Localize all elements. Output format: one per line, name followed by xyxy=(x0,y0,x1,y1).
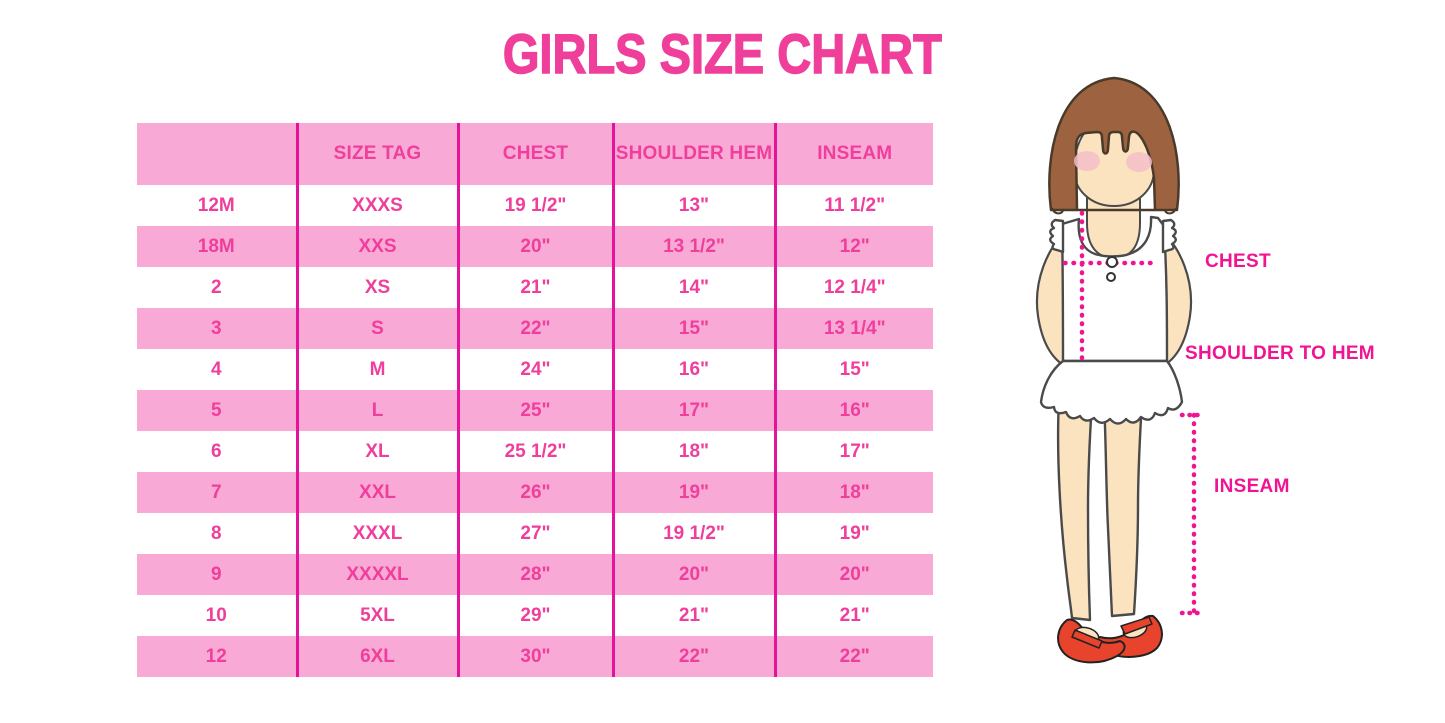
table-row: 12M XXXS 19 1/2" 13" 11 1/2" xyxy=(137,185,933,226)
table-cell: 3 xyxy=(137,308,297,349)
page-title: GIRLS SIZE CHART xyxy=(502,22,943,85)
page-title-wrap: GIRLS SIZE CHART xyxy=(0,22,1445,85)
girl-shoulder-ruffle-left xyxy=(1049,218,1065,254)
shoulder-to-hem-label: SHOULDER TO HEM xyxy=(1185,343,1375,364)
table-row: 8 XXXL 27" 19 1/2" 19" xyxy=(137,513,933,554)
header-cell-size xyxy=(137,123,297,185)
table-cell: 13 1/4" xyxy=(773,308,933,349)
shirt-buttons xyxy=(1106,256,1118,282)
table-row: 12 6XL 30" 22" 22" xyxy=(137,636,933,677)
girl-blush xyxy=(1074,151,1152,172)
table-cell: 19 1/2" xyxy=(611,513,775,554)
table-cell: 12 1/4" xyxy=(773,267,933,308)
table-cell: 28" xyxy=(456,554,613,595)
table-cell: 18M xyxy=(137,226,297,267)
girl-shoulder-ruffle-right xyxy=(1161,218,1177,254)
table-cell: 25 1/2" xyxy=(456,431,613,472)
table-cell: 6XL xyxy=(295,636,458,677)
table-cell: 18" xyxy=(611,431,775,472)
table-cell: 20" xyxy=(611,554,775,595)
table-cell: 19" xyxy=(611,472,775,513)
table-cell: 27" xyxy=(456,513,613,554)
table-cell: 6 xyxy=(137,431,297,472)
table-cell: S xyxy=(295,308,458,349)
table-cell: 21" xyxy=(456,267,613,308)
table-row: 18M XXS 20" 13 1/2" 12" xyxy=(137,226,933,267)
table-cell: 26" xyxy=(456,472,613,513)
header-cell-inseam: INSEAM xyxy=(773,123,933,185)
table-cell: 14" xyxy=(611,267,775,308)
table-cell: 19" xyxy=(773,513,933,554)
size-table-body: 12M XXXS 19 1/2" 13" 11 1/2" 18M XXS 20" 13 1/2"… xyxy=(137,185,933,677)
table-row: 3 S 22" 15" 13 1/4" xyxy=(137,308,933,349)
measurement-figure: CHEST SHOULDER TO HEM INSEAM xyxy=(975,58,1415,703)
header-cell-size-tag: SIZE TAG xyxy=(295,123,458,185)
table-cell: 4 xyxy=(137,349,297,390)
table-cell: 17" xyxy=(611,390,775,431)
table-cell: L xyxy=(295,390,458,431)
table-cell: 21" xyxy=(611,595,775,636)
table-cell: 13 1/2" xyxy=(611,226,775,267)
table-cell: 20" xyxy=(773,554,933,595)
girl-top xyxy=(1049,215,1177,363)
table-cell: 5 xyxy=(137,390,297,431)
table-cell: 21" xyxy=(773,595,933,636)
table-cell: 12M xyxy=(137,185,297,226)
table-row: 7 XXL 26" 19" 18" xyxy=(137,472,933,513)
table-cell: 22" xyxy=(773,636,933,677)
table-cell: 22" xyxy=(611,636,775,677)
table-cell: 7 xyxy=(137,472,297,513)
girl-skirt xyxy=(1039,359,1184,425)
table-cell: 18" xyxy=(773,472,933,513)
table-cell: 5XL xyxy=(295,595,458,636)
table-row: 2 XS 21" 14" 12 1/4" xyxy=(137,267,933,308)
table-cell: 13" xyxy=(611,185,775,226)
table-cell: XXXS xyxy=(295,185,458,226)
table-cell: 17" xyxy=(773,431,933,472)
table-cell: 15" xyxy=(611,308,775,349)
header-cell-shoulder-hem: SHOULDER HEM xyxy=(611,123,775,185)
table-row: 6 XL 25 1/2" 18" 17" xyxy=(137,431,933,472)
table-cell: 12" xyxy=(773,226,933,267)
table-cell: 9 xyxy=(137,554,297,595)
table-cell: XXS xyxy=(295,226,458,267)
girl-legs xyxy=(1056,396,1144,622)
table-cell: 16" xyxy=(773,390,933,431)
table-cell: 16" xyxy=(611,349,775,390)
table-cell: 19 1/2" xyxy=(456,185,613,226)
inseam-label: INSEAM xyxy=(1214,476,1290,497)
table-row: 5 L 25" 17" 16" xyxy=(137,390,933,431)
girl-shoes xyxy=(1057,614,1163,664)
table-cell: XL xyxy=(295,431,458,472)
table-cell: M xyxy=(295,349,458,390)
measure-lines xyxy=(1062,210,1207,616)
table-cell: 24" xyxy=(456,349,613,390)
table-cell: 8 xyxy=(137,513,297,554)
table-row: 4 M 24" 16" 15" xyxy=(137,349,933,390)
girl-illustration xyxy=(1035,76,1207,664)
table-cell: 12 xyxy=(137,636,297,677)
table-cell: 11 1/2" xyxy=(773,185,933,226)
table-cell: XXL xyxy=(295,472,458,513)
table-cell: 20" xyxy=(456,226,613,267)
girls-size-table: SIZE TAG CHEST SHOULDER HEM INSEAM 12M XX… xyxy=(137,123,933,677)
table-cell: XXXL xyxy=(295,513,458,554)
chest-label: CHEST xyxy=(1205,251,1271,272)
table-cell: 2 xyxy=(137,267,297,308)
table-cell: XXXXL xyxy=(295,554,458,595)
girl-hair xyxy=(1048,76,1180,215)
table-cell: 22" xyxy=(456,308,613,349)
table-row: 10 5XL 29" 21" 21" xyxy=(137,595,933,636)
table-cell: XS xyxy=(295,267,458,308)
table-row: 9 XXXXL 28" 20" 20" xyxy=(137,554,933,595)
table-cell: 15" xyxy=(773,349,933,390)
header-cell-chest: CHEST xyxy=(456,123,613,185)
table-header-row: SIZE TAG CHEST SHOULDER HEM INSEAM xyxy=(137,123,933,185)
table-cell: 25" xyxy=(456,390,613,431)
table-cell: 29" xyxy=(456,595,613,636)
table-cell: 10 xyxy=(137,595,297,636)
table-cell: 30" xyxy=(456,636,613,677)
